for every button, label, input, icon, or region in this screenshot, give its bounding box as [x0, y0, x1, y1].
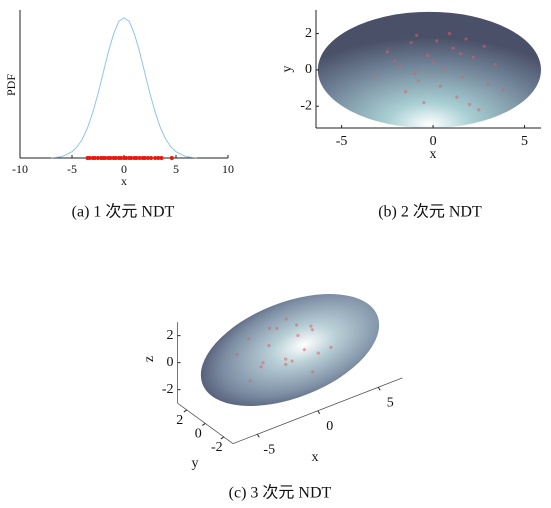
point	[410, 41, 413, 44]
distribution-ellipse	[318, 12, 541, 128]
point	[249, 379, 252, 382]
point	[483, 45, 486, 48]
y-axis-label: y	[280, 66, 295, 73]
point	[399, 65, 402, 68]
point	[461, 76, 464, 79]
point	[417, 79, 420, 82]
point	[472, 56, 475, 59]
z-axis-label: z	[142, 356, 157, 362]
x-tick	[318, 411, 320, 414]
x-axis-label: x	[121, 174, 127, 188]
point	[455, 96, 458, 99]
caption: (c) 3 次元 NDT	[229, 484, 332, 502]
x-tick-label: -5	[263, 442, 275, 457]
point	[296, 334, 299, 337]
y-tick-label: 0	[305, 62, 312, 77]
point	[386, 50, 389, 53]
point	[464, 37, 467, 40]
point	[501, 88, 504, 91]
point	[373, 74, 376, 77]
point	[459, 52, 462, 55]
figure: -10-50510xPDF(a) 1 次元 NDT-505-202xy(b) 2…	[0, 0, 551, 508]
point	[404, 90, 407, 93]
point	[170, 156, 174, 160]
x-tick-label: 10	[222, 162, 234, 176]
x-tick	[257, 434, 259, 437]
x-tick-label: 0	[326, 419, 333, 434]
point	[295, 323, 298, 326]
point	[413, 72, 416, 75]
x-axis-label: x	[430, 147, 437, 162]
y-tick-label: 0	[195, 427, 202, 442]
y-tick-label: 2	[305, 26, 312, 41]
point	[261, 361, 264, 364]
y-axis-label: y	[192, 456, 199, 471]
point	[267, 344, 270, 347]
pdf-curve	[51, 18, 197, 158]
point	[284, 363, 287, 366]
point	[431, 61, 434, 64]
x-axis-label: x	[312, 450, 319, 465]
point	[311, 328, 314, 331]
caption: (b) 2 次元 NDT	[378, 203, 482, 221]
y-tick-label: 2	[176, 413, 183, 428]
point	[468, 103, 471, 106]
point	[439, 85, 442, 88]
point	[448, 32, 451, 35]
point	[494, 63, 497, 66]
point	[260, 365, 263, 368]
y-tick	[184, 410, 187, 412]
point	[393, 59, 396, 62]
point	[309, 325, 312, 328]
point	[422, 101, 425, 104]
point	[426, 54, 429, 57]
x-tick-label: -5	[67, 162, 77, 176]
x-tick-label: 5	[521, 134, 528, 149]
y-tick-label: -2	[300, 98, 312, 113]
point	[329, 346, 332, 349]
x-tick	[378, 387, 380, 390]
point	[275, 327, 278, 330]
z-tick-label: 2	[167, 328, 174, 343]
point	[303, 348, 306, 351]
x-tick-label: -5	[336, 134, 348, 149]
point	[317, 351, 320, 354]
z-tick-label: 0	[167, 355, 174, 370]
point	[291, 359, 294, 362]
y-tick-label: -2	[211, 440, 223, 455]
point	[149, 156, 153, 160]
point	[247, 337, 250, 340]
point	[268, 327, 271, 330]
point	[477, 108, 480, 111]
y-tick	[202, 423, 205, 425]
point	[235, 353, 238, 356]
point	[284, 357, 287, 360]
y-tick	[221, 437, 224, 439]
x-tick-label: -10	[12, 162, 28, 176]
point	[159, 156, 163, 160]
x-tick-label: 5	[387, 395, 394, 410]
x-tick-label: 5	[173, 162, 179, 176]
z-tick-label: -2	[162, 382, 174, 397]
distribution-ellipsoid	[185, 271, 395, 428]
point	[452, 47, 455, 50]
point	[435, 39, 438, 42]
point	[285, 317, 288, 320]
caption: (a) 1 次元 NDT	[72, 203, 175, 221]
y-axis-label: PDF	[4, 74, 18, 96]
point	[486, 83, 489, 86]
point	[442, 66, 445, 69]
point	[311, 370, 314, 373]
point	[415, 34, 418, 37]
